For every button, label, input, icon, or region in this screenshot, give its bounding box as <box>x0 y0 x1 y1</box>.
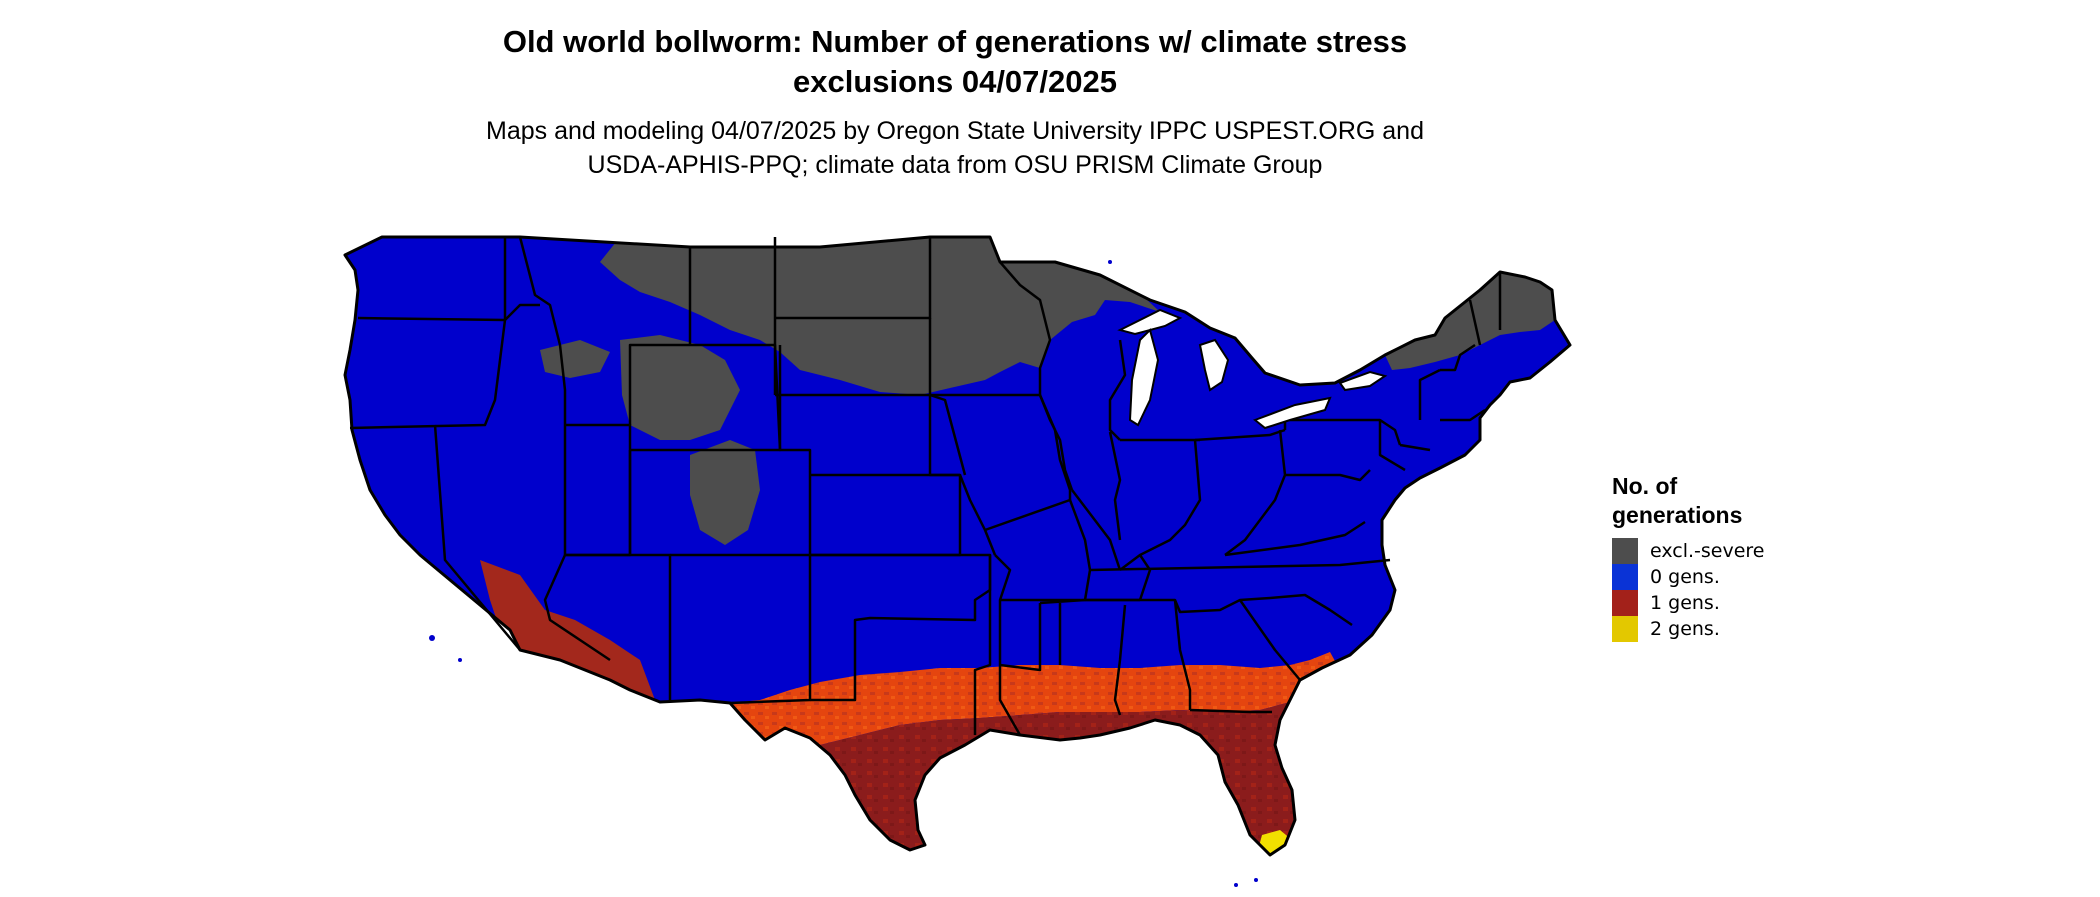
legend-swatch <box>1612 590 1638 616</box>
map-header: Old world bollworm: Number of generation… <box>340 22 1570 182</box>
excl-severe-idaho <box>540 340 610 378</box>
us-outline <box>343 235 1572 857</box>
subtitle-line-2: USDA-APHIS-PPQ; climate data from OSU PR… <box>587 151 1323 179</box>
excl-severe-northeast <box>1385 272 1555 370</box>
legend-item-excl-severe: excl.-severe <box>1612 538 1765 564</box>
legend-label: 0 gens. <box>1650 566 1720 588</box>
legend-label: 2 gens. <box>1650 618 1720 640</box>
map-subtitle: Maps and modeling 04/07/2025 by Oregon S… <box>340 114 1570 182</box>
islands <box>429 260 1258 887</box>
legend-title-line-1: No. of <box>1612 473 1678 499</box>
legend-item-2-gens: 2 gens. <box>1612 616 1765 642</box>
legend-item-0-gens: 0 gens. <box>1612 564 1765 590</box>
legend-label: excl.-severe <box>1650 540 1765 562</box>
legend-swatch <box>1612 564 1638 590</box>
legend: No. of generations excl.-severe 0 gens. … <box>1612 472 1765 642</box>
legend-title-line-2: generations <box>1612 502 1743 528</box>
legend-label: 1 gens. <box>1650 592 1720 614</box>
one-gen-dark-south <box>790 690 1340 855</box>
legend-swatch <box>1612 616 1638 642</box>
legend-swatch <box>1612 538 1638 564</box>
excl-severe-north <box>600 237 1160 395</box>
excl-severe-mountains <box>620 335 740 440</box>
subtitle-line-1: Maps and modeling 04/07/2025 by Oregon S… <box>486 117 1424 145</box>
great-lakes <box>1117 308 1388 430</box>
state-boundaries <box>349 236 1502 736</box>
legend-title: No. of generations <box>1612 472 1765 530</box>
title-line-2: exclusions 04/07/2025 <box>792 64 1117 99</box>
title-line-1: Old world bollworm: Number of generation… <box>502 24 1408 59</box>
excl-severe-colorado <box>690 440 760 545</box>
map-title: Old world bollworm: Number of generation… <box>340 22 1570 102</box>
legend-item-1-gens: 1 gens. <box>1612 590 1765 616</box>
one-gen-southwest <box>480 560 655 700</box>
